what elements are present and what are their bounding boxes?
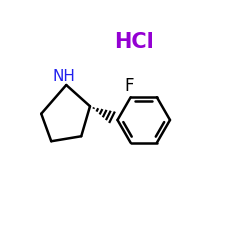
Text: NH: NH	[52, 69, 75, 84]
Text: HCl: HCl	[114, 32, 154, 52]
Text: F: F	[124, 77, 134, 95]
